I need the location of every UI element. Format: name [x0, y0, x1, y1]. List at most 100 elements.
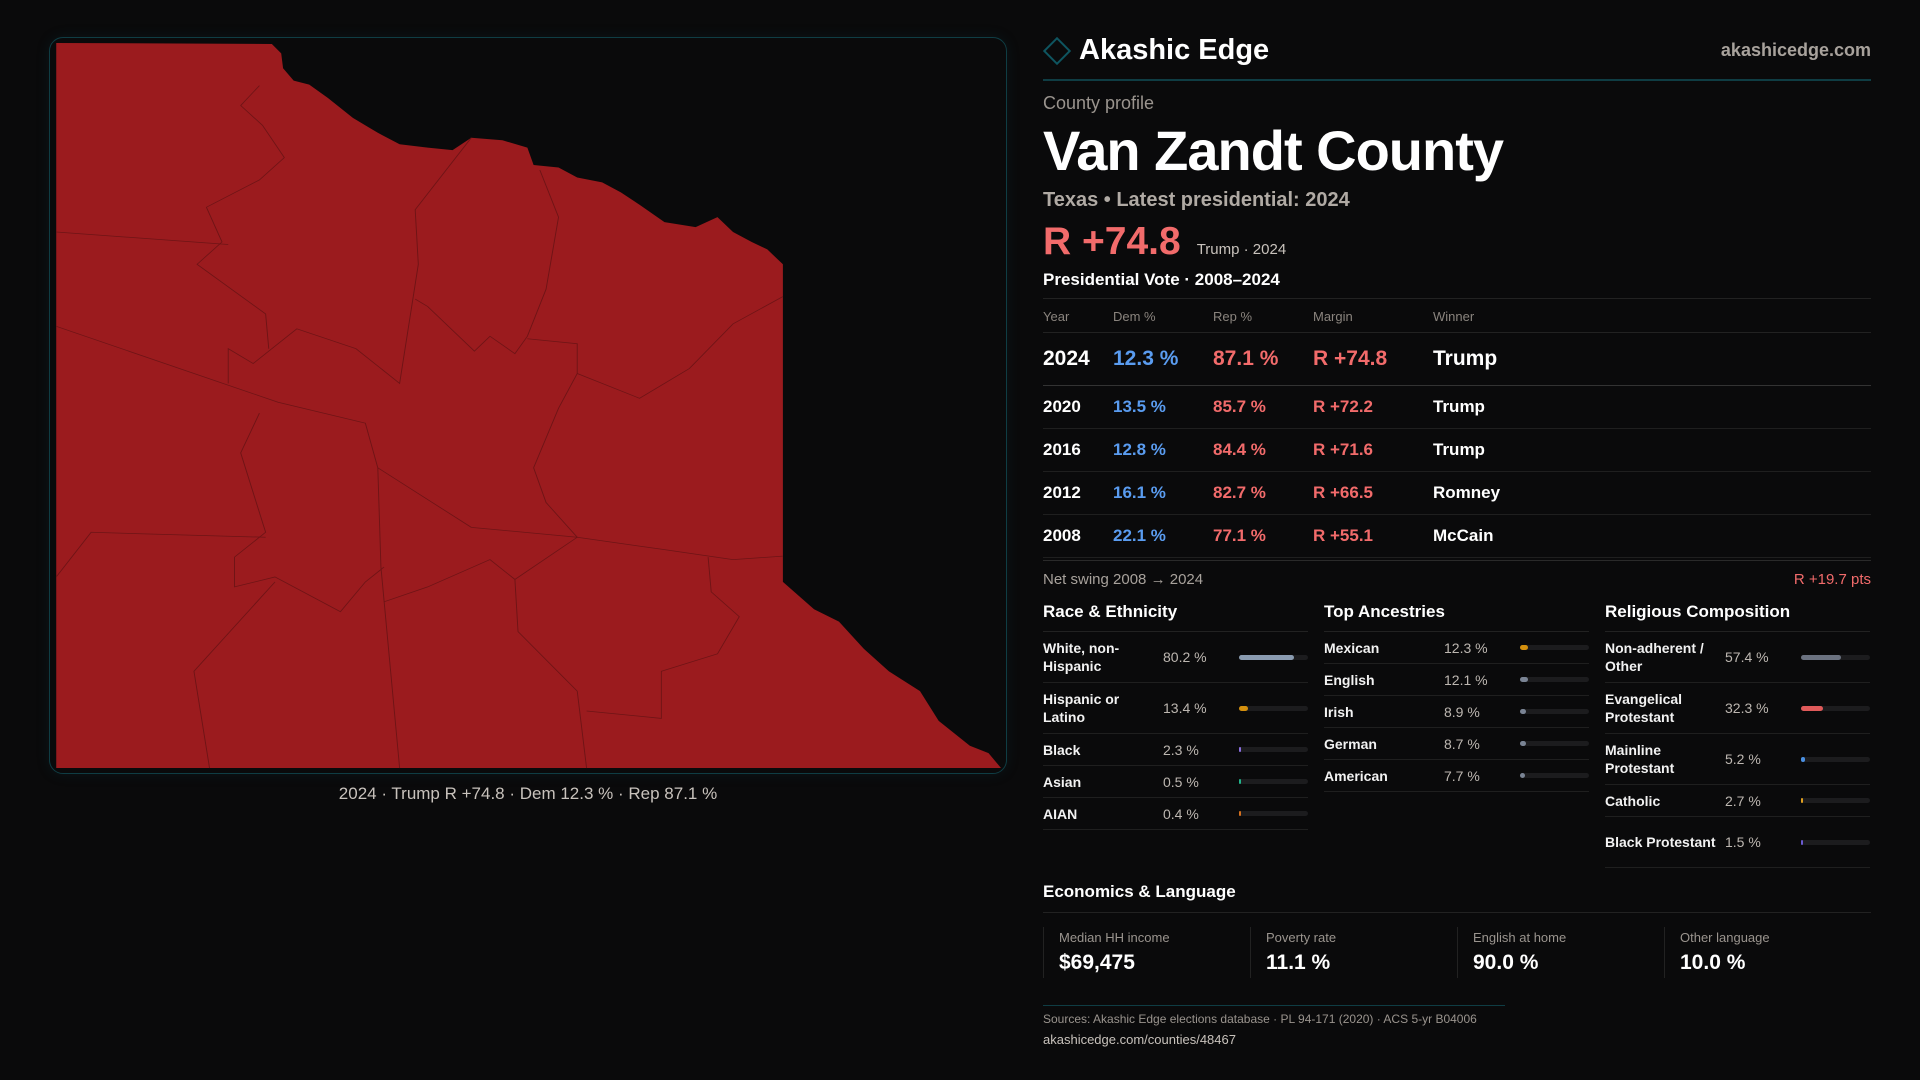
- cell-dem: 16.1 %: [1113, 471, 1213, 515]
- cell-dem: 12.8 %: [1113, 428, 1213, 472]
- row-label: Hispanic or Latino: [1043, 691, 1120, 725]
- row-value: 8.7 %: [1444, 735, 1480, 752]
- col-dem: Dem %: [1113, 299, 1213, 333]
- swing-label: Net swing 2008 → 2024: [1043, 571, 1204, 588]
- stat-card: English at home 90.0 %: [1457, 927, 1664, 978]
- stat-card: Median HH income $69,475: [1043, 927, 1250, 978]
- vote-row: 2020 13.5 % 85.7 % R +72.2 Trump: [1043, 385, 1871, 429]
- vote-row: 2024 12.3 % 87.1 % R +74.8 Trump: [1043, 332, 1871, 386]
- vote-row: 2012 16.1 % 82.7 % R +66.5 Romney: [1043, 471, 1871, 515]
- row-label: English: [1324, 671, 1375, 688]
- row-value: 1.5 %: [1725, 834, 1761, 850]
- bar-fill: [1239, 779, 1241, 784]
- bar-fill: [1801, 756, 1805, 762]
- stat-card: Other language 10.0 %: [1664, 927, 1871, 978]
- cell-rep: 84.4 %: [1213, 428, 1313, 472]
- cell-rep: 77.1 %: [1213, 514, 1313, 558]
- bar-track: [1520, 645, 1589, 650]
- sources: Sources: Akashic Edge elections database…: [1043, 1005, 1505, 1047]
- bar-fill: [1520, 773, 1526, 778]
- votes-table: Year Dem % Rep % Margin Winner 2024 12.3 …: [1043, 299, 1871, 558]
- bar-fill: [1801, 705, 1824, 711]
- cell-winner: Romney: [1433, 471, 1871, 515]
- col-winner: Winner: [1433, 299, 1871, 333]
- bar-fill: [1520, 709, 1527, 714]
- cell-year: 2016: [1043, 428, 1113, 472]
- economics-section: Economics & Language Median HH income $69…: [1043, 882, 1871, 978]
- race-row: Black 2.3 %: [1043, 734, 1308, 766]
- county-shape[interactable]: [56, 42, 1002, 769]
- ancestry-row: German 8.7 %: [1324, 728, 1589, 760]
- vote-row: 2016 12.8 % 84.4 % R +71.6 Trump: [1043, 428, 1871, 472]
- votes-title: Presidential Vote · 2008–2024: [1043, 270, 1871, 299]
- col-rep: Rep %: [1213, 299, 1313, 333]
- cell-rep: 82.7 %: [1213, 471, 1313, 515]
- race-row: Hispanic or Latino 13.4 %: [1043, 683, 1308, 734]
- row-value: 2.3 %: [1163, 741, 1199, 758]
- cell-rep: 85.7 %: [1213, 385, 1313, 429]
- net-swing: Net swing 2008 → 2024 R +19.7 pts: [1043, 560, 1871, 588]
- county-url[interactable]: akashicedge.com/counties/48467: [1043, 1032, 1236, 1047]
- bar-fill: [1239, 654, 1295, 660]
- religion-section: Religious Composition Non-adherent / Othe…: [1605, 602, 1870, 868]
- row-label: American: [1324, 767, 1388, 784]
- cell-winner: Trump: [1433, 385, 1871, 429]
- ancestry-section: Top Ancestries Mexican 12.3 % English 12.1 %…: [1324, 602, 1589, 868]
- cell-rep: 87.1 %: [1213, 332, 1313, 386]
- bar-fill: [1801, 839, 1803, 845]
- religion-row: Non-adherent / Other 57.4 %: [1605, 632, 1870, 683]
- kicker: County profile: [1043, 93, 1155, 113]
- row-value: 0.4 %: [1163, 805, 1199, 822]
- row-value: 13.4 %: [1163, 700, 1207, 716]
- row-value: 12.1 %: [1444, 671, 1488, 688]
- bar-track: [1520, 709, 1589, 714]
- county-map[interactable]: [49, 37, 1007, 774]
- swing-value: R +19.7 pts: [1793, 571, 1871, 588]
- diamond-logo-icon: [1042, 36, 1072, 65]
- bar-fill: [1239, 705, 1249, 711]
- ancestry-row: Mexican 12.3 %: [1324, 632, 1589, 664]
- bar-fill: [1520, 677, 1529, 682]
- row-value: 0.5 %: [1163, 773, 1199, 790]
- brand-name: Akashic Edge: [1079, 34, 1270, 66]
- row-label: Evangelical Protestant: [1605, 691, 1683, 725]
- stat-card: Poverty rate 11.1 %: [1250, 927, 1457, 978]
- cell-dem: 22.1 %: [1113, 514, 1213, 558]
- site-link[interactable]: akashicedge.com: [1720, 40, 1871, 60]
- row-label: Mainline Protestant: [1605, 742, 1675, 776]
- col-year: Year: [1043, 299, 1113, 333]
- stat-label: Other language: [1680, 930, 1770, 945]
- county-profile-panel: Akashic Edge akashicedge.com County prof…: [1042, 30, 1871, 868]
- row-value: 80.2 %: [1163, 649, 1207, 665]
- bar-fill: [1239, 747, 1241, 752]
- bar-track: [1801, 756, 1870, 762]
- row-value: 2.7 %: [1725, 792, 1761, 809]
- bar-fill: [1520, 741, 1526, 746]
- bar-track: [1239, 747, 1308, 752]
- ancestry-title: Top Ancestries: [1324, 602, 1589, 632]
- religion-row: Evangelical Protestant 32.3 %: [1605, 683, 1870, 734]
- bar-track: [1520, 677, 1589, 682]
- race-section: Race & Ethnicity White, non-Hispanic 80.2 …: [1043, 602, 1308, 868]
- race-row: Asian 0.5 %: [1043, 766, 1308, 798]
- cell-winner: Trump: [1433, 332, 1871, 386]
- bar-track: [1520, 773, 1589, 778]
- religion-row: Mainline Protestant 5.2 %: [1605, 734, 1870, 785]
- cell-margin: R +71.6: [1313, 428, 1433, 472]
- religion-title: Religious Composition: [1605, 602, 1870, 632]
- bar-fill: [1520, 645, 1529, 650]
- stat-label: English at home: [1473, 930, 1567, 945]
- cell-margin: R +66.5: [1313, 471, 1433, 515]
- cell-year: 2024: [1043, 332, 1113, 386]
- stat-value: 11.1 %: [1266, 951, 1331, 974]
- stat-value: 10.0 %: [1680, 951, 1746, 974]
- cell-year: 2008: [1043, 514, 1113, 558]
- ancestry-row: Irish 8.9 %: [1324, 696, 1589, 728]
- bar-fill: [1239, 811, 1241, 816]
- cell-winner: McCain: [1433, 514, 1871, 558]
- precinct-lines: [55, 85, 784, 769]
- economics-title: Economics & Language: [1043, 882, 1871, 913]
- row-value: 7.7 %: [1444, 767, 1480, 784]
- bar-track: [1239, 779, 1308, 784]
- row-value: 5.2 %: [1725, 751, 1761, 767]
